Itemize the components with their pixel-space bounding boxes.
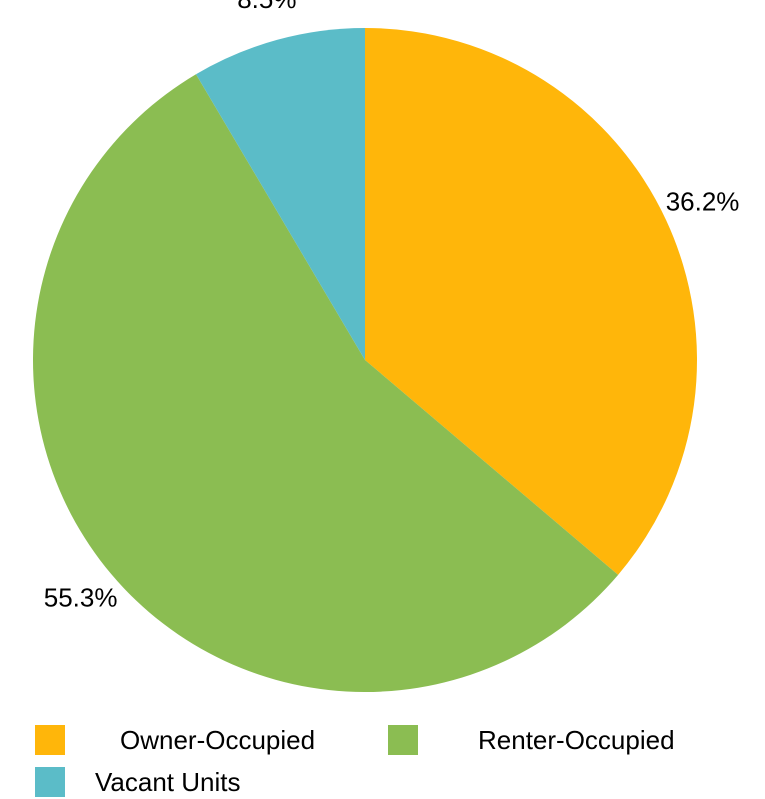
pie-slice [195,28,365,360]
pie-slice [365,28,697,575]
data-label: 36.2% [666,187,740,217]
legend-label: Owner-Occupied [120,725,315,755]
legend-label: Renter-Occupied [478,725,675,755]
legend-swatch [388,725,418,755]
legend-label: Vacant Units [95,767,240,797]
legend-swatch [35,767,65,797]
data-label: 55.3% [44,583,118,613]
legend-swatch [35,725,65,755]
data-label: 8.5% [237,0,296,14]
pie-slice [32,74,619,693]
